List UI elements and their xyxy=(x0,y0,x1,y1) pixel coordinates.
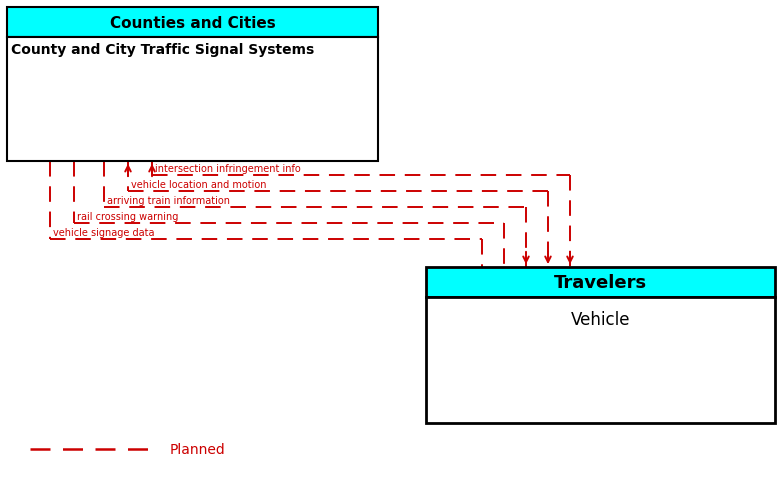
Bar xyxy=(7,8,378,38)
Text: Vehicle: Vehicle xyxy=(571,310,630,328)
Text: Travelers: Travelers xyxy=(554,273,647,291)
Text: Planned: Planned xyxy=(170,442,226,456)
Bar xyxy=(426,268,775,297)
Bar xyxy=(426,297,775,423)
Bar xyxy=(7,38,378,162)
Text: vehicle signage data: vehicle signage data xyxy=(53,227,155,238)
Text: County and City Traffic Signal Systems: County and City Traffic Signal Systems xyxy=(11,43,314,57)
Text: vehicle location and motion: vehicle location and motion xyxy=(131,180,267,190)
Text: Counties and Cities: Counties and Cities xyxy=(109,15,275,30)
Text: rail crossing warning: rail crossing warning xyxy=(77,212,178,222)
Text: arriving train information: arriving train information xyxy=(107,196,230,206)
Text: intersection infringement info: intersection infringement info xyxy=(155,164,301,174)
